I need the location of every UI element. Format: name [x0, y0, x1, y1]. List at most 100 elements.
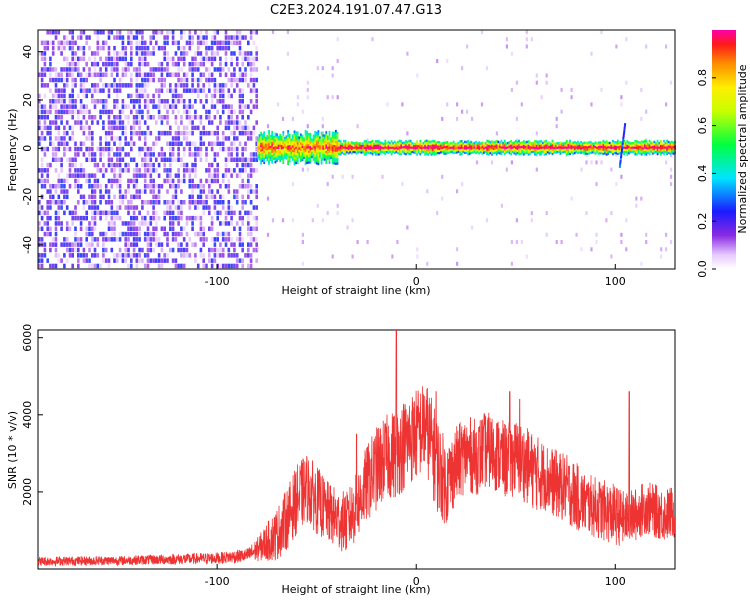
- spectrogram-cell: [247, 194, 250, 200]
- spectrogram-cell: [672, 148, 675, 151]
- spectrogram-cell: [74, 146, 77, 152]
- spectrogram-cell: [235, 30, 239, 35]
- spectrogram-cell: [149, 168, 153, 173]
- spectrogram-cell: [287, 145, 289, 148]
- spectrogram-cell: [325, 161, 328, 164]
- spectrogram-cell: [77, 56, 80, 62]
- spectrogram-cell: [171, 40, 175, 46]
- spectrogram-cell: [263, 161, 266, 165]
- spectrogram-cell: [564, 148, 567, 151]
- spectrogram-cell: [510, 51, 513, 56]
- spectrogram-cell: [456, 144, 458, 148]
- spectrogram-cell: [224, 210, 228, 216]
- spectrogram-cell: [466, 44, 469, 49]
- spectrogram-cell: [426, 261, 429, 266]
- spectrogram-cell: [510, 146, 512, 149]
- spectrogram-cell: [411, 144, 414, 147]
- spectrogram-cell: [425, 139, 428, 142]
- spectrogram-cell: [500, 203, 503, 208]
- spectrogram-cell: [88, 173, 91, 178]
- spectrogram-cell: [185, 104, 189, 109]
- spectrogram-cell: [336, 147, 339, 150]
- spectrogram-cell: [505, 37, 508, 42]
- spectrogram-cell: [304, 134, 307, 137]
- spectrogram-cell: [196, 51, 200, 56]
- spectrogram-cell: [350, 152, 353, 155]
- spectrogram-cell: [174, 115, 178, 120]
- spectrogram-cell: [141, 205, 144, 210]
- spectrogram-cell: [91, 189, 94, 194]
- spectrogram-cell: [65, 61, 69, 67]
- spectrogram-cell: [347, 143, 350, 146]
- spectrogram-cell: [672, 150, 675, 153]
- spectrogram-cell: [312, 138, 315, 142]
- spectrogram-cell: [643, 148, 646, 151]
- spectrogram-cell: [307, 143, 310, 147]
- spectrogram-cell: [127, 168, 130, 173]
- spectrogram-cell: [362, 149, 364, 152]
- spectrogram-cell: [54, 253, 58, 258]
- spectrogram-cell: [333, 142, 336, 145]
- spectrogram-cell: [79, 125, 83, 131]
- spectrogram-cell: [138, 72, 141, 77]
- spectrogram-cell: [263, 135, 266, 138]
- spectrogram-cell: [205, 178, 208, 184]
- spectrogram-cell: [325, 146, 328, 149]
- spectrogram-cell: [99, 136, 102, 141]
- spectrogram-cell: [317, 154, 320, 157]
- spectrogram-cell: [667, 140, 670, 144]
- spectrogram-cell: [613, 147, 616, 150]
- spectrogram-cell: [177, 56, 180, 62]
- spectrogram-cell: [280, 151, 283, 154]
- spectrogram-cell: [110, 146, 114, 152]
- spectrogram-cell: [366, 240, 369, 244]
- spectrogram-cell: [221, 205, 225, 210]
- spectrogram-cell: [241, 258, 244, 263]
- spectrogram-cell: [247, 157, 250, 162]
- spectrogram-cell: [230, 210, 233, 216]
- spectrogram-cell: [317, 136, 320, 139]
- spectrogram-cell: [524, 143, 527, 146]
- spectrogram-cell: [362, 146, 364, 150]
- spectrogram-cell: [174, 189, 178, 194]
- spectrogram-cell: [634, 142, 637, 145]
- spectrogram-cell: [54, 35, 58, 40]
- spectrogram-cell: [132, 115, 136, 120]
- spectrogram-cell: [143, 263, 147, 269]
- spectrogram-cell: [320, 133, 323, 137]
- spectrogram-cell: [358, 150, 361, 154]
- spectrogram-cell: [63, 152, 66, 157]
- spectrogram-cell: [135, 115, 139, 120]
- spectrogram-cell: [338, 146, 340, 149]
- spectrogram-cell: [476, 148, 479, 152]
- spectrogram-cell: [113, 215, 116, 221]
- spectrogram-cell: [304, 129, 307, 133]
- spectrogram-cell: [171, 178, 175, 184]
- spectrogram-cell: [320, 131, 323, 135]
- spectrogram-cell: [224, 51, 228, 56]
- spectrogram-cell: [160, 258, 164, 263]
- spectrogram-cell: [149, 162, 153, 168]
- spectrogram-cell: [333, 131, 336, 135]
- spectrogram-cell: [515, 218, 518, 223]
- spectrogram-cell: [653, 147, 656, 150]
- spectrogram-cell: [602, 144, 605, 147]
- spectrogram-cell: [594, 152, 597, 155]
- spectrogram-cell: [104, 247, 108, 253]
- spectrogram-cell: [279, 138, 282, 141]
- spectrogram-cell: [330, 154, 332, 157]
- spectrogram-cell: [57, 99, 61, 104]
- spectrogram-cell: [166, 253, 169, 258]
- spectrogram-cell: [71, 51, 74, 56]
- spectrogram-spike-cell: [620, 156, 623, 159]
- spectrogram-cell: [306, 124, 309, 129]
- spectrogram-cell: [444, 141, 447, 144]
- spectrogram-cell: [79, 109, 83, 115]
- spectrogram-cell: [479, 142, 482, 145]
- spectrogram-cell: [152, 99, 155, 104]
- spectrogram-cell: [575, 146, 578, 149]
- spectrogram-cell: [230, 173, 233, 178]
- spectrogram-cell: [473, 144, 476, 147]
- spectrogram-cell: [282, 161, 285, 164]
- spectrogram-cell: [451, 150, 454, 154]
